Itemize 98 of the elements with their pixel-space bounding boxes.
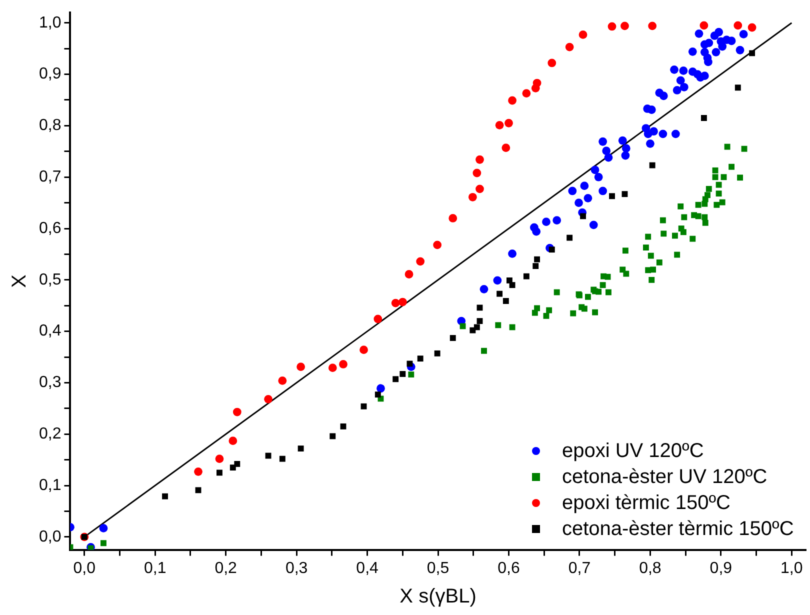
point — [433, 240, 442, 250]
y-tick-label: 0,1 — [38, 476, 62, 494]
point — [476, 304, 483, 311]
point — [448, 214, 458, 222]
y-tick-label: 0,2 — [38, 426, 62, 443]
point — [749, 50, 756, 56]
point — [700, 21, 708, 30]
point — [279, 456, 286, 462]
x-tick-label: 0,8 — [639, 560, 662, 577]
y-tick-label: 0,4 — [38, 322, 62, 340]
point — [400, 371, 406, 377]
point — [339, 360, 348, 368]
point — [228, 436, 238, 446]
point — [472, 168, 482, 178]
point — [374, 392, 381, 398]
point — [474, 324, 480, 330]
legend-label: epoxi tèrmic 150ºC — [562, 490, 730, 516]
point — [502, 144, 510, 152]
x-tick-label: 0,0 — [73, 560, 96, 577]
point — [434, 350, 440, 356]
x-tick-label: 0,6 — [498, 560, 520, 577]
point — [232, 408, 242, 416]
point — [450, 335, 456, 341]
point — [566, 234, 573, 241]
point — [608, 22, 616, 31]
point — [374, 314, 382, 324]
point — [649, 162, 656, 168]
x-tick-label: 0,7 — [568, 560, 591, 577]
legend-label: cetona-èster tèrmic 150ºC — [562, 516, 794, 542]
point — [360, 346, 368, 354]
legend-label: epoxi UV 120ºC — [562, 438, 704, 464]
point — [476, 184, 484, 194]
y-tick-label: 0,3 — [38, 374, 62, 392]
point — [328, 364, 337, 372]
x-axis-title: X s(γBL) — [400, 586, 476, 608]
point — [523, 273, 530, 280]
point — [216, 470, 222, 476]
point — [340, 423, 346, 430]
point — [296, 362, 306, 371]
y-axis-title: X — [8, 274, 31, 288]
point — [392, 376, 399, 382]
point — [534, 256, 540, 262]
point — [194, 467, 202, 476]
point — [298, 446, 304, 452]
point — [548, 246, 555, 253]
point — [398, 298, 407, 306]
point — [476, 155, 484, 164]
point — [578, 30, 588, 39]
point — [391, 298, 400, 308]
y-tick-label: 1,0 — [38, 14, 62, 32]
point — [532, 78, 542, 88]
point — [162, 493, 168, 500]
x-tick-label: 0,9 — [710, 560, 732, 577]
y-tick-label: 0,0 — [38, 528, 62, 546]
point — [609, 193, 615, 200]
x-tick-label: 0,3 — [285, 560, 308, 577]
point — [406, 360, 413, 367]
point — [734, 21, 742, 30]
x-tick-label: 0,4 — [356, 560, 379, 577]
y-tick-label: 0,6 — [38, 220, 62, 237]
x-tick-label: 1,0 — [780, 560, 803, 577]
y-tick-label: 0,8 — [38, 117, 62, 134]
point — [215, 454, 224, 464]
point — [417, 356, 424, 362]
point — [496, 290, 503, 297]
y-tick-label: 0,7 — [38, 168, 62, 186]
point — [748, 23, 756, 32]
point — [700, 115, 707, 121]
point — [648, 22, 657, 30]
point — [504, 118, 513, 128]
point — [509, 282, 516, 288]
point — [195, 487, 202, 494]
point — [548, 58, 556, 68]
point — [264, 394, 272, 404]
y-tick-label: 0,9 — [38, 66, 62, 83]
point — [734, 84, 741, 91]
point — [580, 213, 586, 220]
x-tick-label: 0,1 — [144, 560, 166, 577]
y-tick-label: 0,5 — [38, 271, 62, 288]
x-tick-label: 0,5 — [426, 560, 450, 577]
point — [622, 191, 628, 198]
point — [416, 257, 425, 266]
point — [234, 460, 240, 467]
point — [330, 433, 336, 440]
x-tick-label: 0,2 — [214, 560, 238, 577]
point — [468, 192, 477, 202]
point — [360, 403, 367, 410]
point — [522, 89, 531, 98]
legend-label: cetona-èster UV 120ºC — [562, 464, 768, 490]
point — [476, 318, 483, 324]
point — [620, 22, 629, 30]
point — [508, 96, 516, 105]
point — [495, 120, 504, 130]
point — [404, 270, 414, 278]
point — [502, 298, 509, 304]
point — [565, 42, 574, 52]
point — [532, 263, 539, 270]
point — [278, 376, 287, 385]
